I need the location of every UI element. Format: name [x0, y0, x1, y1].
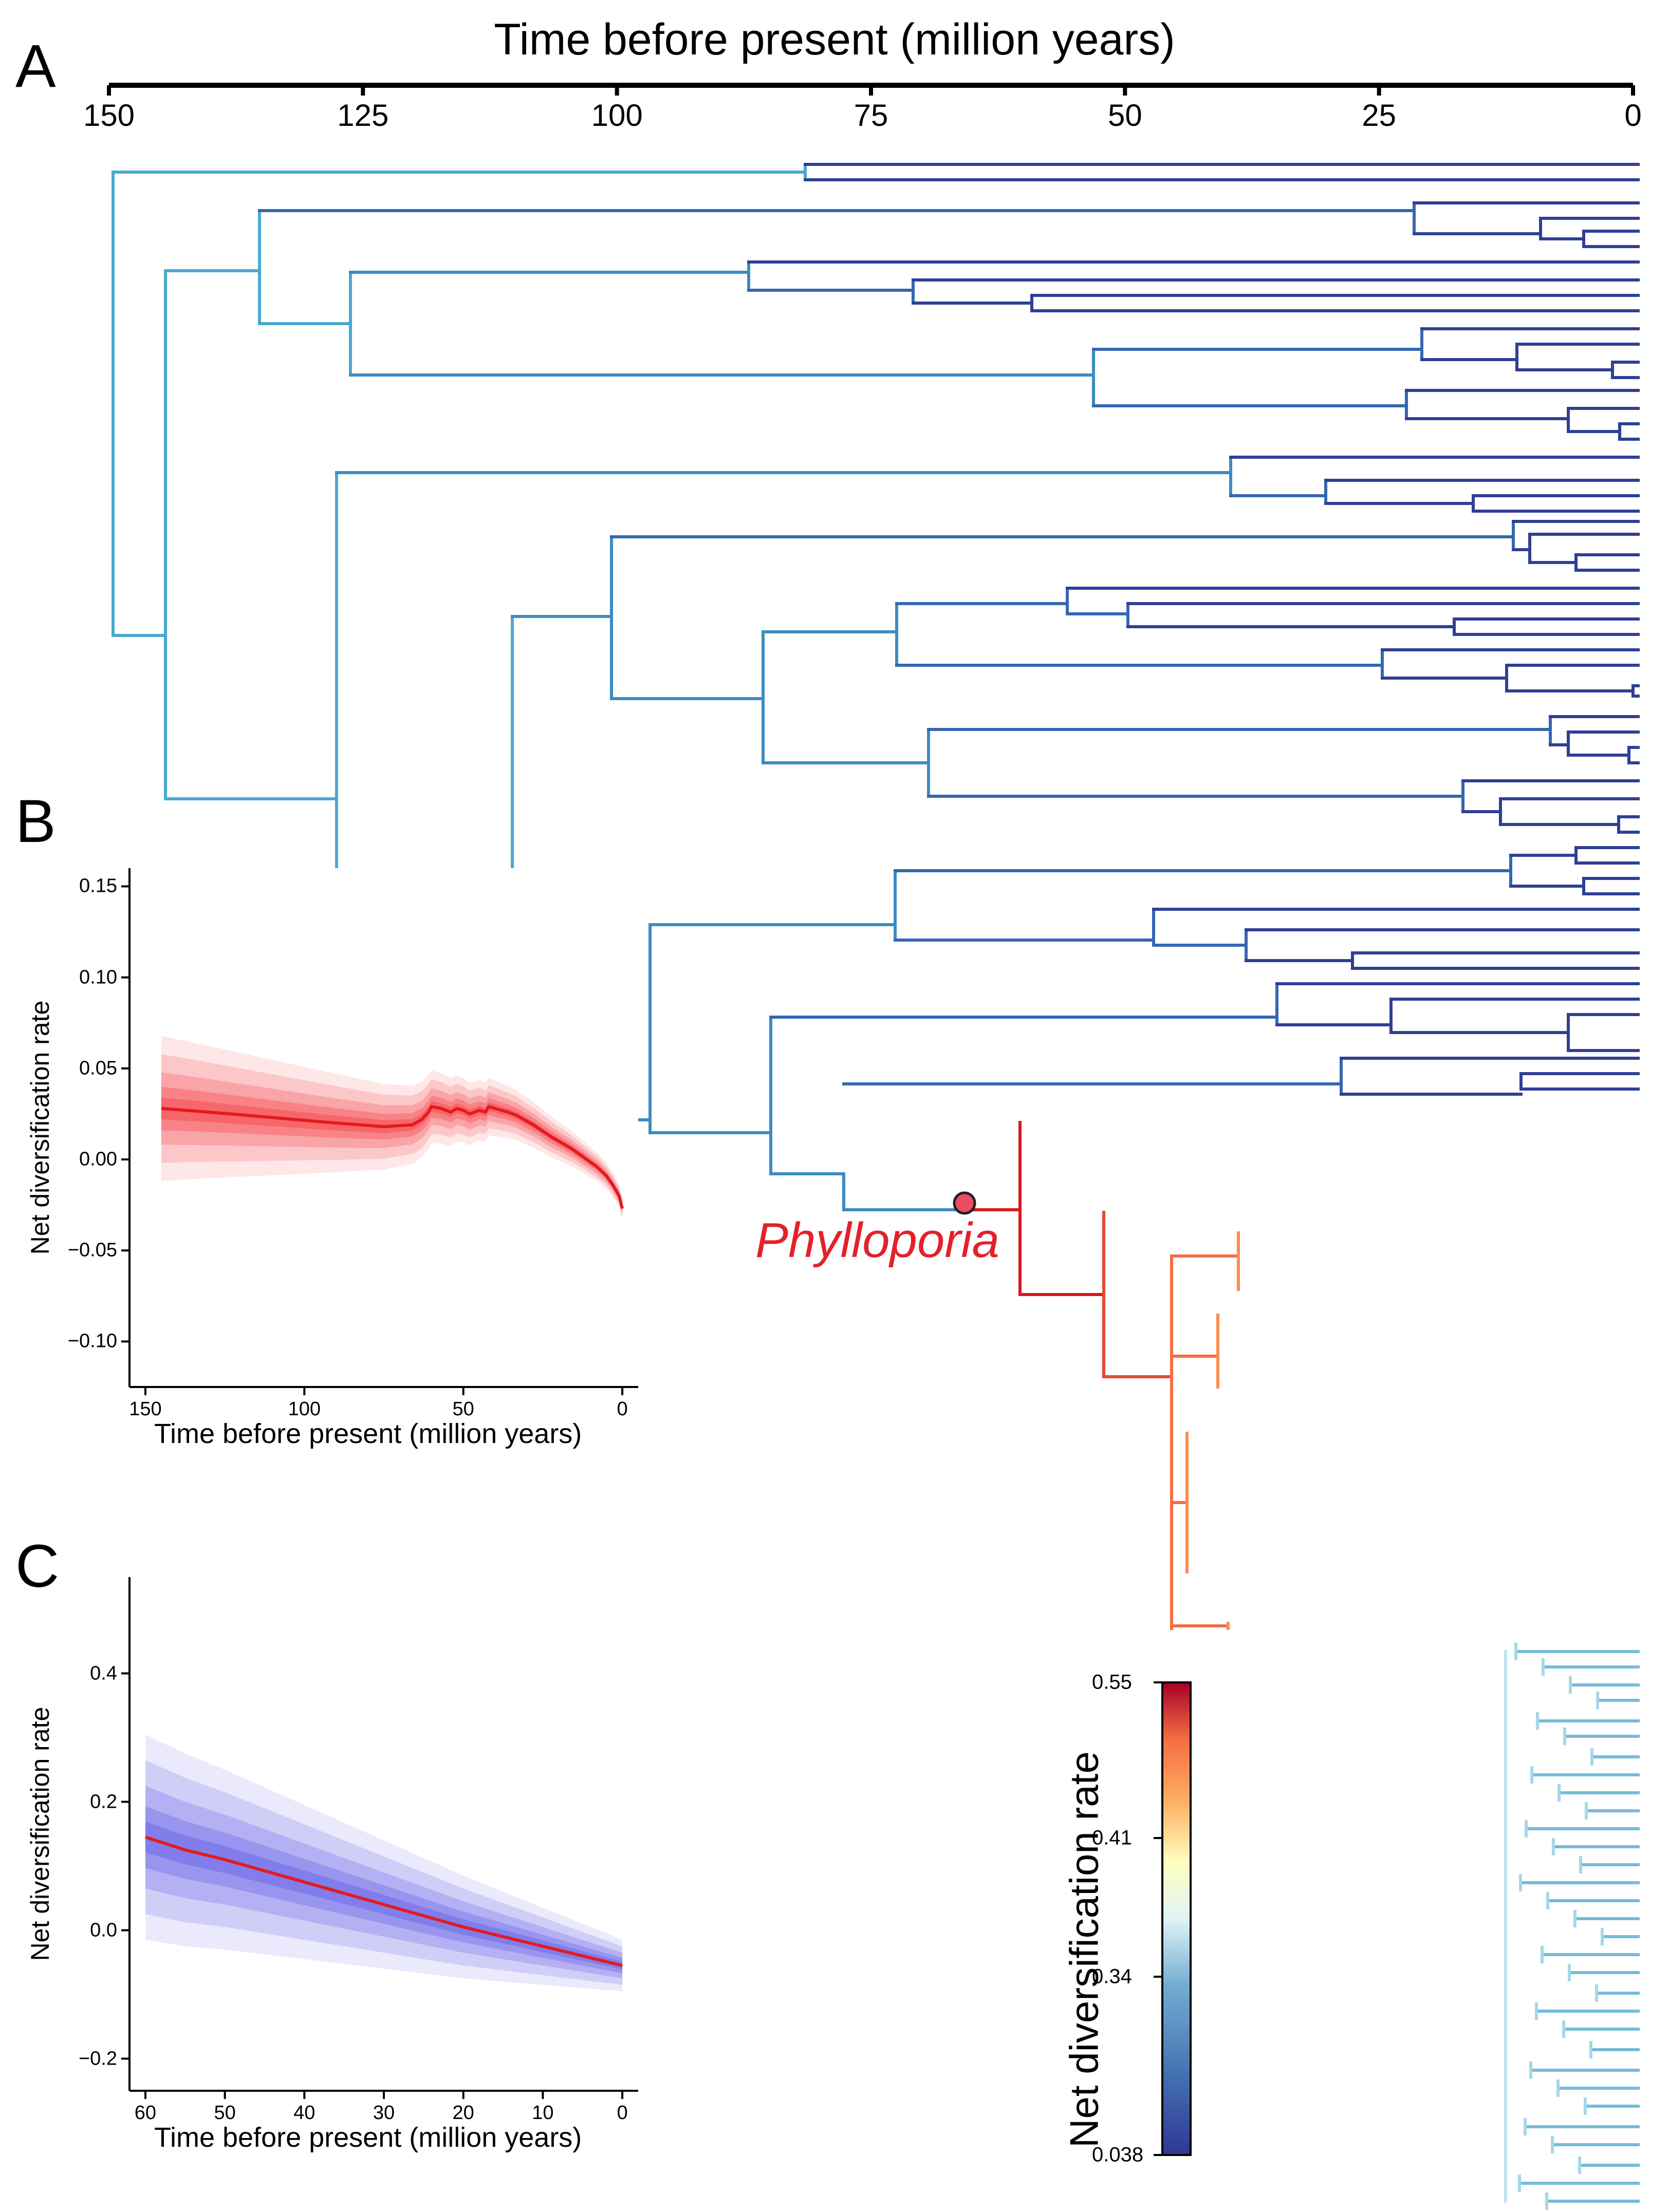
plot-b-xlabel: Time before present (million years)	[154, 1418, 582, 1449]
plot-b	[121, 868, 638, 1395]
tree-axis-tick-label: 25	[1362, 98, 1397, 133]
plot-b-mean-line	[161, 1104, 624, 1209]
plot-c-background	[129, 1577, 638, 2091]
rate-legend	[1154, 1681, 1192, 2156]
tree-axis	[107, 83, 1635, 96]
tree-axis-tick-label: 75	[854, 98, 888, 133]
y-tick-label: −0.05	[67, 1239, 117, 1261]
y-tick-label: −0.10	[67, 1330, 117, 1352]
y-tick-label: −0.2	[78, 2048, 117, 2069]
panel-a-letter: A	[15, 32, 56, 100]
legend-tick-label: 0.34	[1092, 1965, 1132, 1988]
legend-tick-label: 0.038	[1092, 2143, 1144, 2166]
credible-band-layer	[161, 1036, 623, 1220]
tree-axis-tick-label: 50	[1107, 98, 1142, 133]
legend-tick-label: 0.55	[1092, 1671, 1132, 1694]
tree-axis-tick-label: 100	[591, 98, 643, 133]
credible-band-layer	[145, 1806, 623, 1974]
y-tick-label: 0.00	[79, 1148, 117, 1170]
credible-band-layer	[145, 1734, 623, 1992]
plot-b-ylabel: Net diversification rate	[26, 1000, 54, 1255]
plot-c-credible-band	[145, 1734, 623, 1992]
tree-axis-tick-label: 150	[83, 98, 135, 133]
y-tick-label: 0.05	[79, 1057, 117, 1079]
plot-c-mean-line	[145, 1835, 623, 1967]
plot-c	[121, 1577, 638, 2099]
tree-axis-tick-label: 0	[1624, 98, 1642, 133]
panel-b-letter: B	[15, 788, 56, 855]
credible-band-layer	[161, 1054, 623, 1217]
y-tick-label: 0.10	[79, 966, 117, 988]
phylloporia-clade-label: Phylloporia	[755, 1213, 999, 1268]
rate-legend-colorbar	[1161, 1681, 1192, 2156]
credible-band-layer	[145, 1822, 623, 1970]
credible-band-layer	[145, 1760, 623, 1985]
x-tick-label: 30	[373, 2102, 395, 2124]
credible-band-layer	[161, 1072, 623, 1214]
plot-b-ticks	[121, 885, 624, 1395]
tree-axis-ticks	[107, 85, 1635, 96]
credible-band-layer	[145, 1786, 623, 1979]
tree-axis-tick-label: 125	[337, 98, 389, 133]
x-tick-label: 60	[134, 2102, 157, 2124]
plot-c-xlabel: Time before present (million years)	[154, 2122, 582, 2153]
x-tick-label: 50	[214, 2102, 236, 2124]
tree-axis-title: Time before present (million years)	[494, 15, 1175, 64]
plot-c-ylabel: Net diversification rate	[26, 1707, 54, 1961]
phylloporia-node-marker	[953, 1191, 976, 1215]
plot-c-ticks	[121, 1672, 624, 2099]
y-tick-label: 0.4	[90, 1662, 117, 1684]
x-tick-label: 0	[617, 1398, 628, 1420]
x-tick-label: 100	[288, 1398, 321, 1420]
x-tick-label: 150	[129, 1398, 162, 1420]
x-tick-label: 40	[293, 2102, 316, 2124]
y-tick-label: 0.2	[90, 1791, 117, 1812]
y-tick-label: 0.0	[90, 1919, 117, 1941]
x-tick-label: 20	[452, 2102, 474, 2124]
rate-legend-title: Net diversification rate	[1061, 1751, 1107, 2148]
y-tick-label: 0.15	[79, 875, 117, 897]
x-tick-label: 50	[452, 1398, 474, 1420]
credible-band-layer	[161, 1097, 623, 1210]
plot-b-credible-band	[161, 1036, 623, 1220]
phylogeny-phylloporia-clade	[842, 1121, 1640, 2210]
legend-tick-label: 0.41	[1092, 1826, 1132, 1849]
panel-c-letter: C	[15, 1532, 60, 1600]
x-tick-label: 10	[532, 2102, 554, 2124]
x-tick-label: 0	[617, 2102, 628, 2124]
